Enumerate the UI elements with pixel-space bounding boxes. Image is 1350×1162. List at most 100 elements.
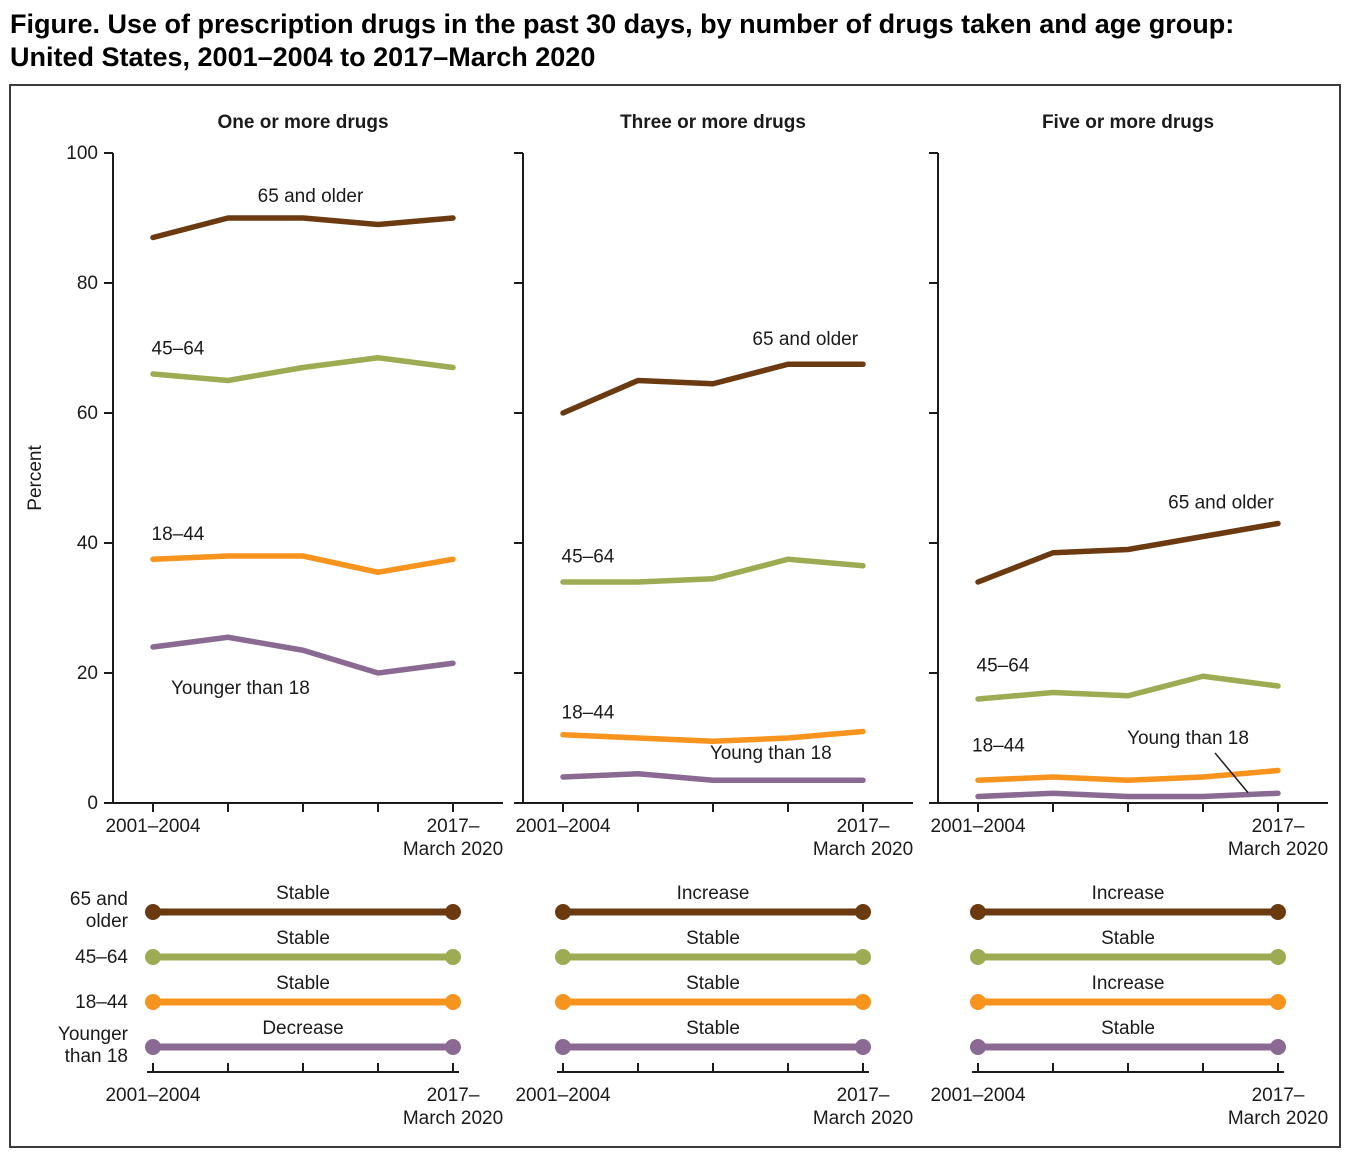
figure-box: One or more drugs 0 20 40 60 80 100 2001–2004 20… bbox=[9, 83, 1341, 1148]
series-line-younger-than-18 bbox=[150, 634, 456, 676]
x-last-tick-label: March 2020 bbox=[1228, 839, 1328, 860]
trend-label: Stable bbox=[686, 928, 740, 949]
series-line-younger-than-18 bbox=[975, 790, 1281, 800]
series-label: 65 and older bbox=[258, 186, 364, 207]
legend-endpoint-dot bbox=[855, 948, 871, 965]
y-tick-label: 60 bbox=[77, 403, 98, 424]
legend-endpoint-dot bbox=[970, 903, 986, 920]
x-first-tick-label: 2001–2004 bbox=[515, 816, 611, 837]
series-line-45-64 bbox=[560, 556, 866, 585]
series-label: 18–44 bbox=[972, 736, 1025, 757]
trend-label: Stable bbox=[1101, 928, 1155, 949]
y-tick-label: 20 bbox=[77, 663, 98, 684]
legend-x-first-label: 2001–2004 bbox=[105, 1085, 201, 1106]
legend-x-last-label: March 2020 bbox=[403, 1108, 503, 1129]
legend-endpoint-dot bbox=[445, 1038, 461, 1055]
legend-endpoint-dot bbox=[855, 903, 871, 920]
panel-title: Five or more drugs bbox=[1042, 112, 1214, 133]
legend-row-label: 65 and bbox=[70, 889, 128, 910]
legend-endpoint-dot bbox=[445, 948, 461, 965]
trend-label: Increase bbox=[1092, 973, 1165, 994]
legend-x-last-label: March 2020 bbox=[813, 1108, 913, 1129]
legend-endpoint-dot bbox=[555, 948, 571, 965]
series-label: 18–44 bbox=[152, 524, 205, 545]
series-line-65-and-older bbox=[975, 520, 1281, 585]
legend-row-label: 18–44 bbox=[75, 992, 128, 1013]
legend-endpoint-dot bbox=[970, 993, 986, 1010]
legend-x-last-label: 2017– bbox=[837, 1085, 890, 1106]
legend-x-last-label: 2017– bbox=[427, 1085, 480, 1106]
panel-title: One or more drugs bbox=[217, 112, 388, 133]
x-last-tick-label: March 2020 bbox=[403, 839, 503, 860]
x-last-tick-label: 2017– bbox=[427, 816, 480, 837]
legend-endpoint-dot bbox=[555, 1038, 571, 1055]
legend-endpoint-dot bbox=[1270, 1038, 1286, 1055]
x-last-tick-label: 2017– bbox=[1252, 816, 1305, 837]
label-pointer-line bbox=[1214, 752, 1249, 793]
series-line-18-44 bbox=[150, 553, 456, 575]
legend-row-label: than 18 bbox=[65, 1046, 128, 1067]
figure-title: Figure. Use of prescription drugs in the… bbox=[0, 0, 1350, 84]
trend-label: Stable bbox=[686, 973, 740, 994]
legend-x-last-label: March 2020 bbox=[1228, 1108, 1328, 1129]
trend-label: Stable bbox=[276, 928, 330, 949]
series-label: 45–64 bbox=[562, 546, 615, 567]
series-line-65-and-older bbox=[560, 361, 866, 416]
x-last-tick-label: March 2020 bbox=[813, 839, 913, 860]
legend-endpoint-dot bbox=[970, 948, 986, 965]
trend-label: Stable bbox=[276, 883, 330, 904]
legend-row-label: 45–64 bbox=[75, 947, 128, 968]
series-label: 18–44 bbox=[562, 702, 615, 723]
figure-title-line2: United States, 2001–2004 to 2017–March 2… bbox=[10, 41, 596, 72]
legend-x-last-label: 2017– bbox=[1252, 1085, 1305, 1106]
legend-row-label: Younger bbox=[58, 1024, 129, 1045]
x-first-tick-label: 2001–2004 bbox=[930, 816, 1026, 837]
legend-endpoint-dot bbox=[445, 993, 461, 1010]
series-line-45-64 bbox=[975, 673, 1281, 702]
series-label: 45–64 bbox=[977, 656, 1030, 677]
legend-endpoint-dot bbox=[970, 1038, 986, 1055]
series-label: Young than 18 bbox=[1127, 728, 1249, 749]
series-label: 65 and older bbox=[1168, 492, 1274, 513]
legend-endpoint-dot bbox=[145, 993, 161, 1010]
trend-label: Increase bbox=[1092, 883, 1165, 904]
y-tick-label: 40 bbox=[77, 533, 98, 554]
legend-endpoint-dot bbox=[145, 948, 161, 965]
legend-endpoint-dot bbox=[145, 903, 161, 920]
series-line-younger-than-18 bbox=[560, 770, 866, 783]
y-tick-label: 0 bbox=[87, 793, 98, 814]
legend-endpoint-dot bbox=[1270, 903, 1286, 920]
legend-endpoint-dot bbox=[555, 993, 571, 1010]
trend-label: Decrease bbox=[262, 1018, 343, 1039]
legend-endpoint-dot bbox=[1270, 948, 1286, 965]
legend-endpoint-dot bbox=[855, 993, 871, 1010]
series-label: Younger than 18 bbox=[171, 678, 310, 699]
x-last-tick-label: 2017– bbox=[837, 816, 890, 837]
series-line-65-and-older bbox=[150, 215, 456, 241]
legend-row-label: older bbox=[86, 911, 129, 932]
prescription-drug-use-chart: One or more drugs 0 20 40 60 80 100 2001–2004 20… bbox=[25, 112, 1328, 1129]
panel-title: Three or more drugs bbox=[620, 112, 806, 133]
legend-x-first-label: 2001–2004 bbox=[930, 1085, 1026, 1106]
series-line-18-44 bbox=[560, 728, 866, 744]
series-label: Young than 18 bbox=[710, 743, 832, 764]
trend-label: Increase bbox=[677, 883, 750, 904]
series-line-18-44 bbox=[975, 767, 1281, 783]
legend-endpoint-dot bbox=[145, 1038, 161, 1055]
trend-label: Stable bbox=[686, 1018, 740, 1039]
x-first-tick-label: 2001–2004 bbox=[105, 816, 201, 837]
y-axis-title: Percent bbox=[25, 444, 46, 510]
trend-label: Stable bbox=[276, 973, 330, 994]
y-tick-label: 100 bbox=[66, 143, 98, 164]
legend-x-first-label: 2001–2004 bbox=[515, 1085, 611, 1106]
series-line-45-64 bbox=[150, 354, 456, 384]
legend-endpoint-dot bbox=[855, 1038, 871, 1055]
figure-title-line1: Figure. Use of prescription drugs in the… bbox=[10, 9, 1235, 39]
trend-label: Stable bbox=[1101, 1018, 1155, 1039]
legend-endpoint-dot bbox=[445, 903, 461, 920]
y-tick-label: 80 bbox=[77, 273, 98, 294]
legend-endpoint-dot bbox=[555, 903, 571, 920]
legend-endpoint-dot bbox=[1270, 993, 1286, 1010]
series-label: 45–64 bbox=[152, 338, 205, 359]
